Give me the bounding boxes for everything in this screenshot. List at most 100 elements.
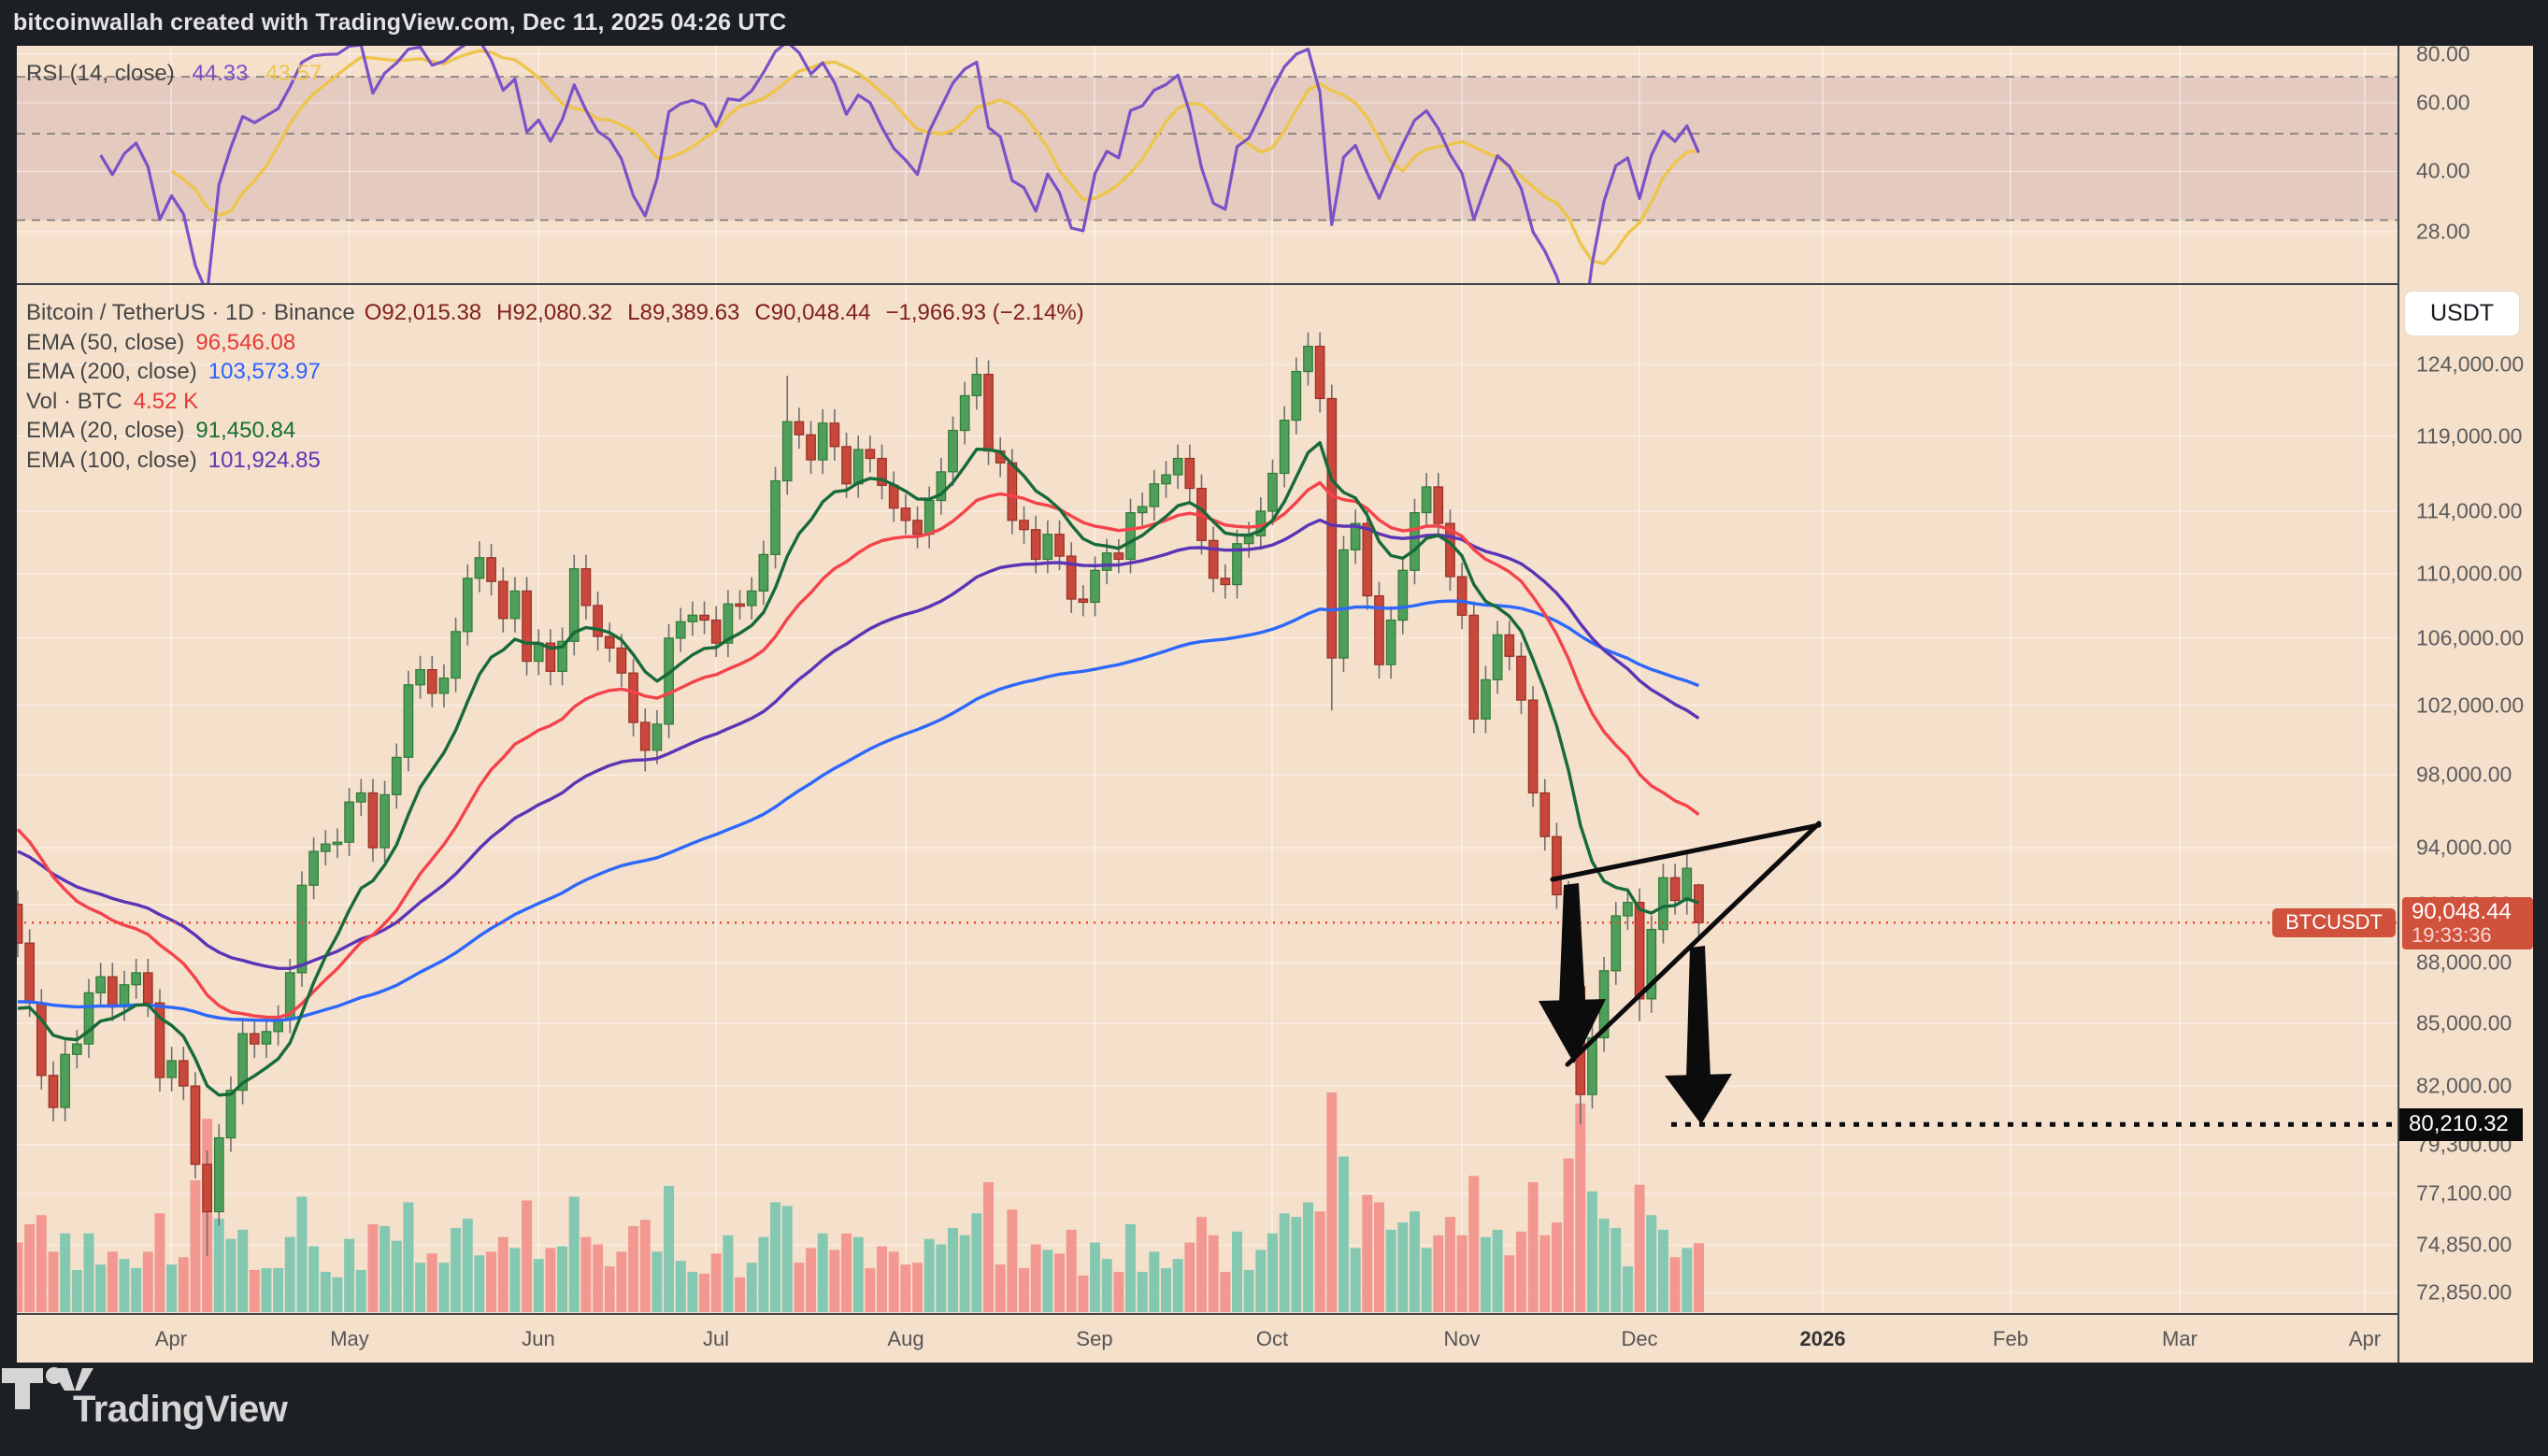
candle-body — [877, 457, 887, 486]
candle-body — [1149, 483, 1160, 507]
volume-bar — [699, 1273, 710, 1312]
candle-body — [1433, 486, 1444, 524]
volume-bar — [1634, 1184, 1645, 1312]
candle-body — [36, 1002, 47, 1077]
ema-line — [18, 599, 1700, 1022]
candle-body — [154, 1002, 165, 1078]
volume-bar — [1444, 1217, 1455, 1312]
price-axis[interactable]: USDT 90,048.44 19:33:36 80,210.32 80.00 6… — [2398, 42, 2533, 1363]
arrow-shaft — [1559, 883, 1585, 1005]
volume-bar — [1657, 1229, 1668, 1312]
candle-body — [1374, 594, 1384, 665]
volume-bar — [213, 1219, 224, 1312]
candle-body — [403, 684, 414, 758]
time-axis-label: Feb — [1993, 1326, 2028, 1350]
time-axis[interactable]: Apr May Jun Jul Aug Sep Oct Nov Dec 2026 Feb Mar Apr — [17, 1313, 2398, 1363]
volume-bar — [1101, 1259, 1112, 1312]
volume-bar — [1231, 1231, 1242, 1312]
candle-body — [852, 449, 864, 485]
candle-body — [1054, 534, 1065, 557]
down-arrow[interactable] — [1539, 883, 1606, 1063]
volume-bar — [1007, 1209, 1018, 1312]
candle-body — [1232, 543, 1242, 586]
volume-bar — [746, 1263, 757, 1312]
candle-body — [604, 635, 615, 649]
candle-body — [1078, 598, 1089, 604]
trendline[interactable] — [1565, 821, 1822, 1067]
volume-bar — [131, 1268, 142, 1312]
candle-body — [344, 801, 354, 843]
time-axis-label: Aug — [887, 1326, 924, 1350]
candle-body — [687, 614, 698, 622]
price-axis-label: 124,000.00 — [2416, 351, 2525, 377]
candle-body — [1516, 655, 1526, 701]
candle-body — [1066, 555, 1077, 600]
time-axis-label: Nov — [1443, 1326, 1481, 1350]
volume-bar — [865, 1268, 876, 1312]
candle-body — [1527, 699, 1539, 794]
volume-bar — [391, 1240, 402, 1312]
arrow-head — [1539, 999, 1606, 1063]
volume-bar — [355, 1269, 366, 1312]
candle-body — [1172, 457, 1183, 476]
volume-bar — [1172, 1259, 1183, 1312]
candle-body — [1504, 634, 1515, 657]
candle-body — [107, 976, 118, 1008]
volume-bar — [1563, 1158, 1574, 1312]
volume-bar — [1373, 1202, 1384, 1312]
volume-bar — [675, 1261, 686, 1312]
currency-button[interactable]: USDT — [2405, 292, 2519, 335]
volume-bar — [817, 1233, 828, 1312]
candle-body — [794, 421, 805, 435]
volume-bar — [83, 1233, 94, 1312]
time-axis-label: Apr — [2348, 1326, 2382, 1350]
candle-body — [1646, 928, 1657, 1000]
candle-body — [1161, 474, 1171, 485]
price-chart — [17, 285, 2398, 1313]
candle-body — [1326, 397, 1338, 659]
candle-body — [17, 904, 23, 944]
volume-bar — [509, 1248, 521, 1312]
volume-bar — [568, 1196, 580, 1312]
price-axis-label: 119,000.00 — [2416, 423, 2523, 449]
candle-body — [888, 484, 899, 509]
volume-bar — [639, 1220, 651, 1312]
volume-bar — [1220, 1271, 1231, 1312]
volume-bar — [983, 1181, 995, 1312]
volume-bar — [1480, 1236, 1491, 1312]
volume-bar — [1610, 1227, 1622, 1312]
volume-bar — [829, 1249, 840, 1312]
candle-body — [710, 619, 722, 644]
volume-bar — [533, 1259, 544, 1312]
volume-bar — [1054, 1253, 1066, 1312]
volume-bar — [557, 1246, 568, 1312]
volume-bar — [474, 1255, 485, 1312]
rsi-axis-label: 60.00 — [2416, 90, 2470, 115]
rsi-band — [17, 77, 2398, 221]
trendline[interactable] — [1550, 822, 1822, 882]
volume-bar — [1586, 1191, 1597, 1312]
volume-bar — [616, 1251, 627, 1312]
volume-bar — [1421, 1248, 1432, 1312]
candle-body — [1456, 576, 1467, 616]
candle-body — [912, 520, 923, 535]
volume-bar — [948, 1227, 959, 1312]
volume-bar — [971, 1213, 982, 1312]
rsi-pane[interactable]: RSI (14, close) 44.33 43.57 — [17, 46, 2398, 285]
volume-bar — [1515, 1231, 1526, 1312]
candle-body — [296, 884, 308, 974]
volume-bar — [107, 1251, 118, 1312]
volume-bar — [1149, 1251, 1160, 1312]
volume-bar — [95, 1264, 107, 1312]
candle-body — [178, 1060, 189, 1087]
volume-bar — [710, 1253, 722, 1312]
down-arrow[interactable] — [1665, 946, 1732, 1124]
volume-bar — [1385, 1229, 1396, 1312]
volume-bar — [806, 1248, 817, 1312]
candle-body — [616, 647, 627, 674]
volume-bar — [154, 1213, 165, 1312]
tradingview-logo-text: TradingView — [73, 1388, 288, 1430]
volume-bar — [1137, 1271, 1148, 1312]
volume-bar — [1184, 1242, 1195, 1312]
main-price-pane[interactable]: Bitcoin / TetherUS · 1D · Binance O92,015… — [17, 285, 2398, 1313]
